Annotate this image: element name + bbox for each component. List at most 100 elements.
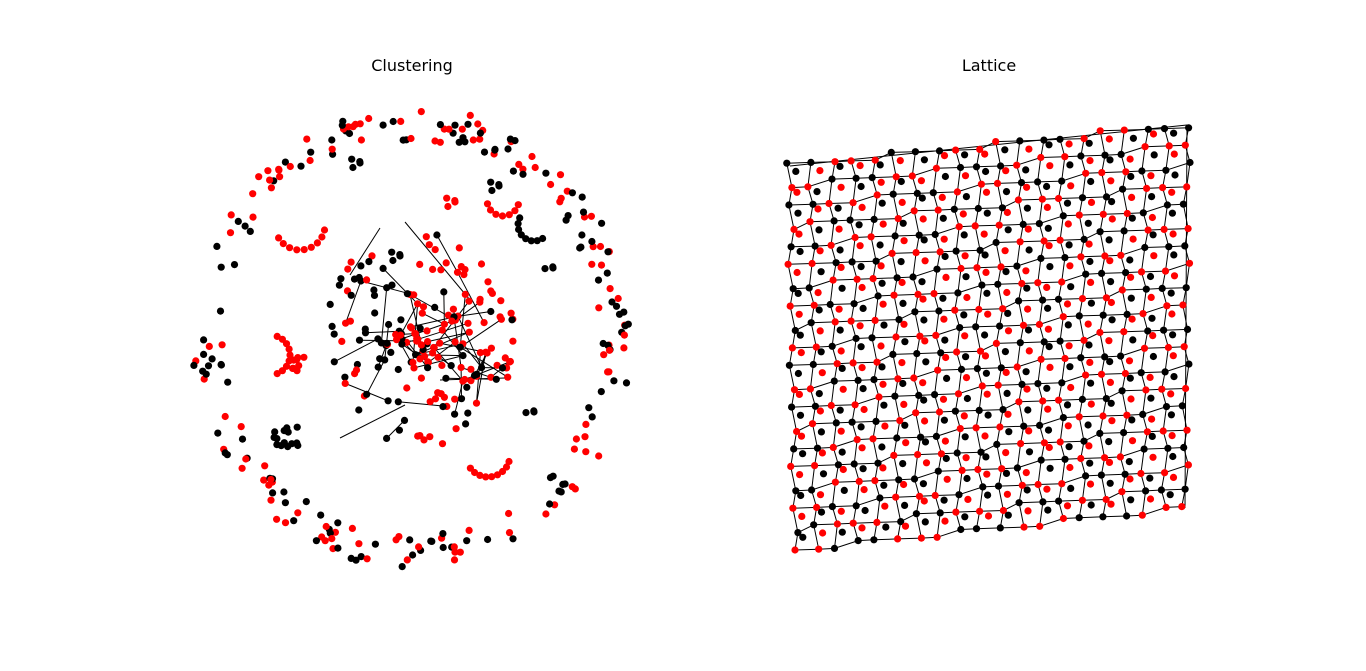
lattice-node bbox=[959, 210, 967, 218]
graph-node bbox=[451, 395, 459, 403]
graph-edge bbox=[345, 280, 362, 324]
graph-node bbox=[200, 336, 208, 344]
lattice-node bbox=[857, 343, 865, 351]
graph-node bbox=[570, 445, 579, 453]
lattice-edge bbox=[977, 367, 1002, 370]
graph-node bbox=[624, 320, 632, 328]
lattice-node bbox=[879, 220, 887, 228]
lattice-node bbox=[1108, 316, 1116, 324]
lattice-node bbox=[981, 251, 989, 259]
lattice-node bbox=[957, 525, 965, 534]
lattice-node bbox=[997, 364, 1005, 372]
lattice-node bbox=[910, 374, 918, 382]
lattice-edge bbox=[1101, 473, 1126, 476]
lattice-edge bbox=[1016, 241, 1021, 267]
graph-node bbox=[424, 364, 432, 372]
graph-node bbox=[476, 295, 484, 303]
lattice-node bbox=[1001, 146, 1009, 154]
lattice-node bbox=[1061, 354, 1069, 363]
graph-node bbox=[306, 156, 314, 165]
lattice-edge bbox=[1039, 501, 1044, 527]
graph-node bbox=[242, 455, 250, 463]
graph-node bbox=[226, 229, 235, 237]
lattice-node bbox=[1080, 135, 1088, 143]
graph-node bbox=[603, 269, 611, 277]
lattice-node bbox=[1045, 343, 1053, 351]
lattice-node bbox=[787, 243, 795, 251]
graph-edge bbox=[366, 359, 386, 395]
lattice-node bbox=[940, 416, 949, 424]
lattice-node bbox=[941, 517, 949, 525]
lattice-node bbox=[1016, 137, 1024, 145]
lattice-node bbox=[1085, 341, 1093, 349]
lattice-edge bbox=[1181, 405, 1188, 431]
graph-node bbox=[511, 207, 519, 215]
lattice-node bbox=[859, 385, 867, 393]
lattice-node bbox=[1107, 177, 1115, 185]
lattice-node bbox=[976, 145, 984, 153]
graph-node bbox=[357, 262, 365, 270]
lattice-node bbox=[961, 151, 969, 159]
lattice-node bbox=[877, 262, 885, 270]
lattice-node bbox=[1056, 236, 1064, 244]
lattice-node bbox=[1171, 171, 1179, 179]
graph-node bbox=[439, 530, 447, 538]
graph-node bbox=[464, 319, 472, 327]
lattice-node bbox=[1106, 156, 1114, 164]
lattice-node bbox=[1180, 343, 1188, 351]
lattice-edge bbox=[853, 361, 878, 364]
lattice-node bbox=[793, 268, 801, 277]
graph-node bbox=[487, 373, 495, 381]
graph-node bbox=[620, 308, 628, 316]
lattice-edge bbox=[852, 194, 878, 204]
lattice-node bbox=[1108, 215, 1116, 223]
graph-edge bbox=[459, 318, 502, 348]
graph-node bbox=[409, 358, 417, 367]
lattice-node bbox=[1075, 312, 1083, 320]
lattice-node bbox=[832, 259, 840, 267]
lattice-node bbox=[953, 188, 962, 196]
lattice-node bbox=[857, 182, 865, 191]
graph-node bbox=[418, 309, 426, 317]
graph-node bbox=[403, 384, 411, 392]
lattice-node bbox=[1082, 371, 1090, 379]
graph-node bbox=[385, 320, 393, 329]
lattice-node bbox=[811, 242, 819, 250]
graph-node bbox=[502, 463, 511, 471]
lattice-edge bbox=[852, 420, 877, 423]
lattice-edge bbox=[936, 428, 961, 437]
lattice-node bbox=[788, 403, 796, 411]
graph-node bbox=[594, 276, 603, 284]
lattice-node bbox=[992, 339, 1001, 347]
lattice-node bbox=[1015, 499, 1023, 507]
lattice-node bbox=[897, 177, 905, 186]
lattice-node bbox=[920, 236, 928, 244]
lattice-node bbox=[1066, 161, 1074, 169]
graph-node bbox=[357, 553, 365, 561]
lattice-node bbox=[921, 337, 929, 345]
graph-node bbox=[365, 114, 373, 123]
graph-node bbox=[410, 364, 418, 372]
lattice-node bbox=[838, 448, 846, 456]
lattice-edge bbox=[793, 447, 818, 450]
lattice-edge bbox=[811, 321, 836, 324]
graph-node bbox=[505, 211, 513, 219]
lattice-node bbox=[793, 427, 801, 436]
lattice-node bbox=[857, 423, 865, 431]
lattice-node bbox=[829, 443, 837, 451]
lattice-node bbox=[852, 334, 860, 343]
lattice-node bbox=[993, 440, 1001, 448]
graph-node bbox=[280, 439, 288, 447]
lattice-node bbox=[830, 217, 838, 225]
lattice-node bbox=[1036, 522, 1044, 530]
graph-node bbox=[281, 499, 289, 507]
lattice-node bbox=[1126, 256, 1134, 264]
lattice-node bbox=[849, 199, 857, 207]
lattice-edge bbox=[955, 510, 980, 513]
lattice-node bbox=[1163, 201, 1171, 209]
graph-node bbox=[447, 362, 455, 370]
lattice-node bbox=[1022, 469, 1030, 477]
lattice-node bbox=[1085, 442, 1093, 450]
graph-node bbox=[597, 261, 606, 269]
lattice-node bbox=[1178, 503, 1186, 511]
